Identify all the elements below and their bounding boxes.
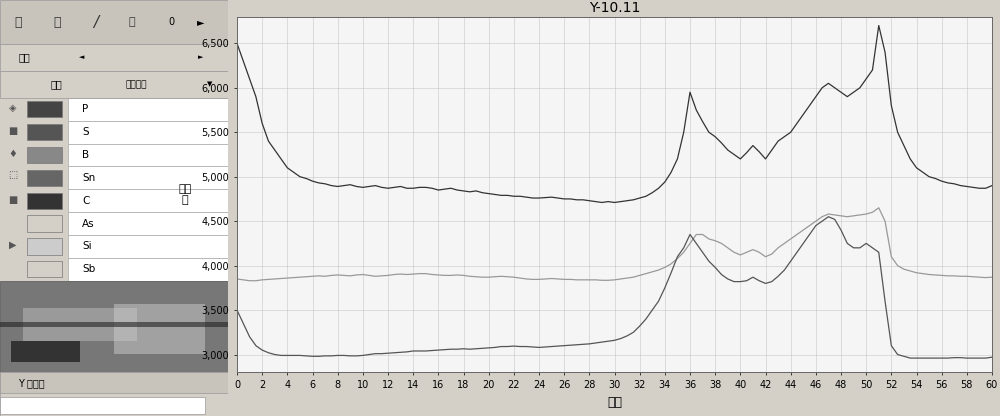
- Bar: [68, 166, 228, 189]
- Bar: [27, 238, 62, 255]
- Bar: [27, 124, 62, 140]
- Bar: [68, 144, 228, 166]
- Text: Si: Si: [82, 241, 92, 252]
- Bar: [0, 372, 228, 393]
- Text: ◄: ◄: [79, 54, 85, 60]
- Text: ◈: ◈: [9, 103, 16, 113]
- Text: As: As: [82, 218, 95, 229]
- Text: 二维剖图: 二维剖图: [125, 80, 147, 89]
- Text: /: /: [93, 15, 98, 30]
- Text: 0: 0: [168, 17, 174, 27]
- Bar: [68, 121, 228, 144]
- Bar: [68, 189, 228, 212]
- Bar: [0, 71, 228, 98]
- Text: Sn: Sn: [82, 173, 95, 183]
- Bar: [187, 47, 214, 67]
- Bar: [0, 281, 228, 372]
- Text: ▶: ▶: [9, 240, 16, 250]
- Bar: [68, 47, 96, 67]
- Text: 🖨: 🖨: [14, 15, 22, 29]
- Bar: [68, 98, 228, 121]
- Bar: [68, 212, 228, 235]
- Text: S: S: [82, 127, 89, 137]
- Text: ▼: ▼: [207, 82, 212, 87]
- Bar: [98, 75, 217, 95]
- Text: ■: ■: [8, 195, 17, 205]
- Text: ►: ►: [198, 54, 203, 60]
- Bar: [27, 147, 62, 163]
- Bar: [0, 0, 228, 44]
- Bar: [0, 372, 228, 416]
- Bar: [27, 101, 62, 117]
- Text: ⬚: ⬚: [8, 170, 17, 180]
- Title: Y-10.11: Y-10.11: [589, 2, 640, 15]
- Bar: [114, 304, 205, 354]
- Bar: [68, 235, 228, 258]
- Text: ♦: ♦: [8, 149, 17, 159]
- Bar: [27, 215, 62, 232]
- Text: 图型: 图型: [50, 79, 62, 89]
- Text: 🖹: 🖹: [53, 15, 61, 29]
- Bar: [11, 341, 80, 362]
- Text: ►: ►: [197, 17, 204, 27]
- Bar: [27, 261, 62, 277]
- Bar: [27, 193, 62, 209]
- Text: Sb: Sb: [82, 264, 95, 275]
- Bar: [0, 397, 205, 414]
- Bar: [0, 44, 228, 71]
- Text: 栅格: 栅格: [18, 52, 30, 62]
- Bar: [23, 308, 137, 341]
- X-axis label: 位置: 位置: [607, 396, 622, 409]
- Text: B: B: [82, 150, 89, 160]
- Bar: [27, 170, 62, 186]
- Bar: [0, 322, 228, 327]
- Text: C: C: [82, 196, 89, 206]
- Text: P: P: [82, 104, 88, 114]
- Bar: [203, 75, 217, 95]
- Text: ■: ■: [8, 126, 17, 136]
- Bar: [68, 258, 228, 281]
- Text: Y 轴调整: Y 轴调整: [18, 378, 45, 388]
- Y-axis label: 计数
器: 计数 器: [178, 184, 191, 205]
- Text: 📊: 📊: [129, 17, 136, 27]
- Bar: [2, 75, 32, 95]
